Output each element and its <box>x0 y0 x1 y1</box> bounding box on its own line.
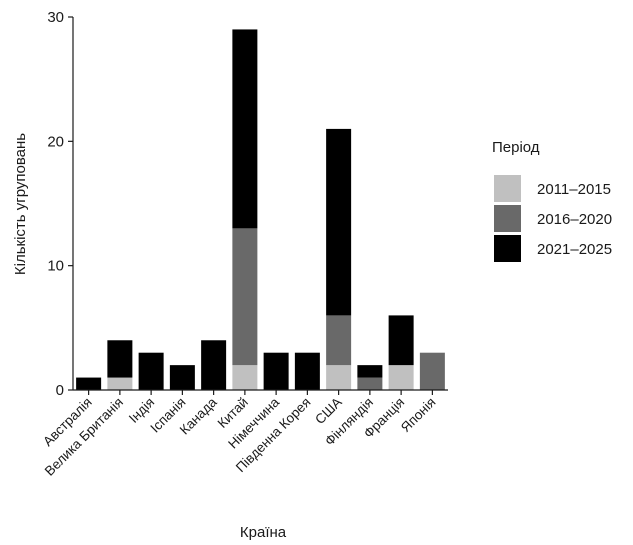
bar-segment <box>76 377 102 390</box>
bar-segment <box>263 352 289 390</box>
legend-swatch <box>494 175 521 202</box>
legend-label: 2021–2025 <box>537 241 612 258</box>
bar-segment <box>326 128 352 316</box>
bars-layer <box>76 29 445 390</box>
bar-segment <box>138 352 164 390</box>
y-axis-title: Кількість угруповань <box>12 133 29 275</box>
bar-segment <box>326 315 352 366</box>
bar-segment <box>357 365 383 378</box>
bar-segment <box>388 315 414 366</box>
legend-label: 2011–2015 <box>537 181 611 198</box>
bar-segment <box>232 228 258 366</box>
legend-items: 2011–2015 2016–2020 2021–2025 <box>494 175 612 262</box>
bar-segment <box>169 365 195 390</box>
y-tick-label: 30 <box>47 9 64 26</box>
y-tick-label: 20 <box>47 133 64 150</box>
y-tick-label: 0 <box>56 382 64 399</box>
y-tick-label: 10 <box>47 258 64 275</box>
bar-segment <box>107 340 133 378</box>
bar-segment <box>107 377 133 390</box>
bar-segment <box>232 29 258 229</box>
legend-title: Період <box>492 139 540 156</box>
bar-segment <box>388 365 414 390</box>
legend-swatch <box>494 205 521 232</box>
y-axis-ticks: 0 10 20 30 <box>47 9 73 399</box>
legend-swatch <box>494 235 521 262</box>
bar-segment <box>232 365 258 390</box>
bar-segment <box>294 352 320 390</box>
legend: Період 2011–2015 2016–2020 2021–2025 <box>492 139 612 262</box>
bar-segment <box>326 365 352 390</box>
bar-segment <box>201 340 227 390</box>
bar-segment <box>419 352 445 390</box>
x-tick-label: Японія <box>398 395 439 436</box>
bar-segment <box>357 377 383 390</box>
legend-label: 2016–2020 <box>537 211 612 228</box>
x-axis-title: Країна <box>240 524 287 541</box>
